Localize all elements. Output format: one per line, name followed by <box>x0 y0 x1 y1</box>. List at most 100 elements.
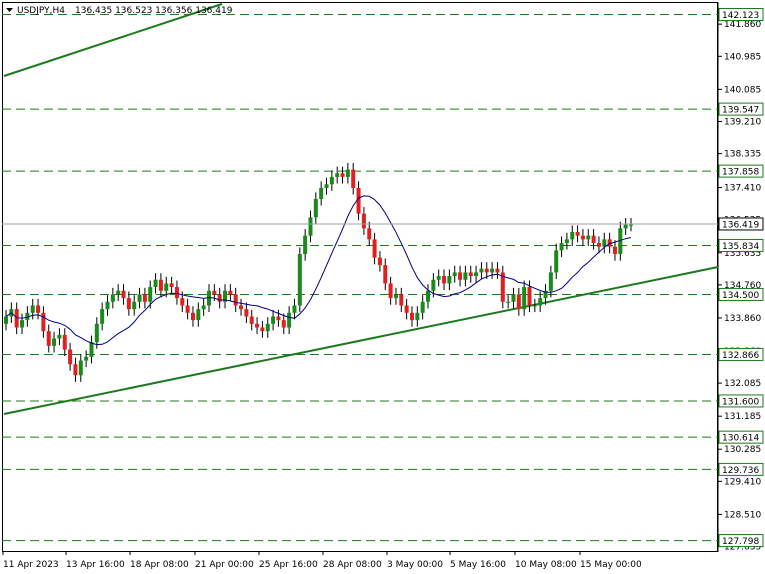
candle-body[interactable] <box>564 239 569 244</box>
candle-body[interactable] <box>228 290 233 295</box>
candle-body[interactable] <box>206 290 211 306</box>
candle-body[interactable] <box>169 283 174 288</box>
candle-body[interactable] <box>490 268 495 273</box>
candle-body[interactable] <box>180 298 185 306</box>
candle-body[interactable] <box>372 239 377 258</box>
candle-body[interactable] <box>527 287 532 306</box>
candle-body[interactable] <box>281 320 286 328</box>
candle-body[interactable] <box>265 323 270 332</box>
candle-body[interactable] <box>292 305 297 313</box>
candle-body[interactable] <box>249 316 254 324</box>
dropdown-triangle-icon[interactable] <box>6 8 13 12</box>
candle-body[interactable] <box>329 176 334 185</box>
candle-body[interactable] <box>367 228 372 240</box>
candle-body[interactable] <box>356 187 361 214</box>
candle-body[interactable] <box>426 290 431 302</box>
candle-body[interactable] <box>602 239 607 247</box>
candle-body[interactable] <box>591 235 596 244</box>
candle-body[interactable] <box>196 309 201 321</box>
candle-body[interactable] <box>41 312 46 332</box>
candle-body[interactable] <box>468 272 473 277</box>
candle-body[interactable] <box>447 276 452 284</box>
candle-body[interactable] <box>458 272 463 280</box>
candle-body[interactable] <box>121 290 126 299</box>
candle-body[interactable] <box>607 239 612 247</box>
candle-body[interactable] <box>377 257 382 266</box>
candle-body[interactable] <box>62 334 67 350</box>
candle-body[interactable] <box>548 272 553 291</box>
candle-body[interactable] <box>185 305 190 313</box>
candle-body[interactable] <box>116 290 121 295</box>
candle-body[interactable] <box>73 364 78 376</box>
candle-body[interactable] <box>148 287 153 302</box>
candle-body[interactable] <box>233 294 238 306</box>
candle-body[interactable] <box>217 294 222 302</box>
candle-body[interactable] <box>105 301 110 310</box>
candle-body[interactable] <box>474 272 479 277</box>
candle-body[interactable] <box>393 294 398 299</box>
candle-body[interactable] <box>153 279 158 288</box>
candle-body[interactable] <box>190 312 195 321</box>
candle-body[interactable] <box>388 283 393 299</box>
candle-body[interactable] <box>538 298 543 306</box>
candle-body[interactable] <box>137 294 142 302</box>
candle-body[interactable] <box>244 309 249 317</box>
candle-body[interactable] <box>404 305 409 313</box>
candle-body[interactable] <box>126 298 131 310</box>
candle-body[interactable] <box>580 235 585 240</box>
candle-body[interactable] <box>420 301 425 313</box>
candle-body[interactable] <box>239 305 244 310</box>
candle-body[interactable] <box>52 338 57 346</box>
candle-body[interactable] <box>313 198 318 218</box>
candle-body[interactable] <box>276 316 281 321</box>
candle-body[interactable] <box>324 184 329 188</box>
candle-body[interactable] <box>570 232 575 240</box>
candle-body[interactable] <box>174 287 179 299</box>
candle-body[interactable] <box>351 169 356 188</box>
candle-body[interactable] <box>89 342 94 357</box>
candle-body[interactable] <box>623 224 628 229</box>
candle-body[interactable] <box>436 276 441 280</box>
candle-body[interactable] <box>383 265 388 284</box>
candle-body[interactable] <box>409 312 414 321</box>
candle-body[interactable] <box>586 235 591 240</box>
candle-body[interactable] <box>57 334 62 339</box>
candle-body[interactable] <box>303 235 308 255</box>
candle-body[interactable] <box>271 316 276 324</box>
candle-body[interactable] <box>212 290 217 295</box>
candle-body[interactable] <box>415 312 420 321</box>
candle-body[interactable] <box>361 213 366 229</box>
candle-body[interactable] <box>46 331 51 346</box>
candle-body[interactable] <box>554 250 559 273</box>
candle-body[interactable] <box>30 305 35 313</box>
candle-body[interactable] <box>132 301 137 310</box>
candle-body[interactable] <box>511 294 516 302</box>
candle-body[interactable] <box>36 305 41 313</box>
candle-body[interactable] <box>287 312 292 328</box>
candle-body[interactable] <box>260 327 265 332</box>
candle-body[interactable] <box>495 268 500 273</box>
candle-body[interactable] <box>484 268 489 273</box>
upper-trendline[interactable] <box>3 3 223 77</box>
candle-body[interactable] <box>399 294 404 306</box>
candle-body[interactable] <box>14 309 19 328</box>
candle-body[interactable] <box>164 283 169 291</box>
candle-body[interactable] <box>442 276 447 284</box>
candle-body[interactable] <box>223 290 228 302</box>
candle-body[interactable] <box>596 243 601 247</box>
candle-body[interactable] <box>158 279 163 291</box>
candle-body[interactable] <box>618 228 623 255</box>
candle-body[interactable] <box>308 217 313 236</box>
candle-body[interactable] <box>25 312 30 321</box>
candle-body[interactable] <box>297 254 302 306</box>
candle-body[interactable] <box>94 323 99 343</box>
candle-body[interactable] <box>345 169 350 177</box>
candle-body[interactable] <box>340 173 345 177</box>
candle-body[interactable] <box>201 305 206 310</box>
candle-body[interactable] <box>506 301 511 303</box>
candle-body[interactable] <box>463 272 468 280</box>
candle-body[interactable] <box>100 309 105 324</box>
candle-body[interactable] <box>532 305 537 307</box>
candle-body[interactable] <box>78 360 83 376</box>
